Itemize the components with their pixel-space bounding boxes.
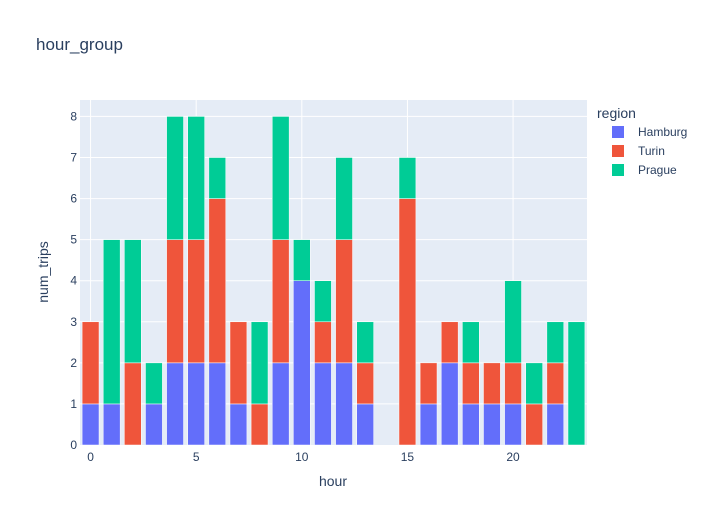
- legend-swatch: [612, 164, 624, 176]
- x-tick-label: 0: [87, 450, 94, 464]
- bar-turin[interactable]: [356, 362, 374, 405]
- legend[interactable]: region Hamburg Turin Prague: [597, 105, 687, 177]
- legend-item-turin[interactable]: Turin: [612, 144, 665, 158]
- x-axis-ticks: 0 5 10 15 20: [87, 450, 520, 464]
- bar-hamburg[interactable]: [462, 403, 480, 446]
- legend-swatch: [612, 145, 624, 157]
- bar-hamburg[interactable]: [504, 403, 522, 446]
- bar-hamburg[interactable]: [208, 362, 227, 446]
- bar-prague[interactable]: [525, 362, 543, 405]
- x-tick-label: 15: [401, 450, 415, 464]
- bar-turin[interactable]: [124, 362, 142, 446]
- bar-hamburg[interactable]: [145, 403, 163, 446]
- bar-turin[interactable]: [525, 403, 543, 446]
- bar-prague[interactable]: [335, 157, 353, 240]
- legend-item-hamburg[interactable]: Hamburg: [612, 125, 687, 139]
- bar-prague[interactable]: [398, 157, 417, 199]
- bar-turin[interactable]: [187, 239, 205, 364]
- bar-prague[interactable]: [102, 239, 121, 405]
- y-tick-label: 3: [70, 315, 77, 329]
- bar-hamburg[interactable]: [335, 362, 353, 446]
- bar-hamburg[interactable]: [440, 362, 459, 446]
- bar-prague[interactable]: [546, 321, 565, 364]
- legend-label: Turin: [638, 144, 665, 158]
- bar-turin[interactable]: [314, 321, 332, 364]
- x-tick-label: 5: [193, 450, 200, 464]
- y-axis-title: num_trips: [35, 241, 51, 302]
- bar-hamburg[interactable]: [546, 403, 565, 446]
- bar-prague[interactable]: [250, 321, 269, 405]
- bar-turin[interactable]: [271, 239, 290, 364]
- legend-swatch: [612, 126, 624, 138]
- bar-turin[interactable]: [398, 198, 417, 446]
- bar-hamburg[interactable]: [293, 280, 311, 446]
- y-tick-label: 6: [70, 192, 77, 206]
- y-tick-label: 1: [70, 397, 77, 411]
- bar-turin[interactable]: [504, 362, 522, 405]
- bar-prague[interactable]: [187, 116, 205, 240]
- bar-turin[interactable]: [208, 198, 227, 364]
- bar-hamburg[interactable]: [356, 403, 374, 446]
- legend-label: Hamburg: [638, 125, 687, 139]
- bar-turin[interactable]: [229, 321, 248, 405]
- bar-prague[interactable]: [271, 116, 290, 240]
- bar-turin[interactable]: [335, 239, 353, 364]
- chart-title: hour_group: [36, 35, 123, 54]
- bar-prague[interactable]: [567, 321, 586, 446]
- y-tick-label: 0: [70, 438, 77, 452]
- x-tick-label: 20: [506, 450, 520, 464]
- legend-item-prague[interactable]: Prague: [612, 163, 677, 177]
- bar-turin[interactable]: [546, 362, 565, 405]
- bar-prague[interactable]: [314, 280, 332, 323]
- y-axis-ticks: 0 1 2 3 4 5 6 7 8: [70, 109, 77, 452]
- y-tick-label: 7: [70, 151, 77, 165]
- bar-turin[interactable]: [81, 321, 100, 405]
- y-tick-label: 8: [70, 109, 77, 123]
- bar-hamburg[interactable]: [271, 362, 290, 446]
- bar-prague[interactable]: [124, 239, 142, 364]
- bar-turin[interactable]: [419, 362, 438, 405]
- bar-hamburg[interactable]: [166, 362, 184, 446]
- bar-hamburg[interactable]: [102, 403, 121, 446]
- bar-prague[interactable]: [356, 321, 374, 364]
- legend-title: region: [597, 105, 636, 121]
- bar-hamburg[interactable]: [187, 362, 205, 446]
- y-tick-label: 5: [70, 233, 77, 247]
- legend-label: Prague: [638, 163, 677, 177]
- x-axis-title: hour: [319, 473, 347, 489]
- bar-prague[interactable]: [145, 362, 163, 405]
- bar-turin[interactable]: [250, 403, 269, 446]
- bar-prague[interactable]: [504, 280, 522, 364]
- bar-prague[interactable]: [462, 321, 480, 364]
- bar-turin[interactable]: [483, 362, 501, 405]
- y-tick-label: 4: [70, 274, 77, 288]
- y-tick-label: 2: [70, 356, 77, 370]
- bar-turin[interactable]: [440, 321, 459, 364]
- bar-turin[interactable]: [462, 362, 480, 405]
- bars: [81, 116, 586, 446]
- bar-hamburg[interactable]: [81, 403, 100, 446]
- bar-prague[interactable]: [208, 157, 227, 199]
- bar-prague[interactable]: [293, 239, 311, 281]
- bar-hamburg[interactable]: [229, 403, 248, 446]
- x-tick-label: 10: [295, 450, 309, 464]
- bar-hamburg[interactable]: [483, 403, 501, 446]
- bar-turin[interactable]: [166, 239, 184, 364]
- bar-prague[interactable]: [166, 116, 184, 240]
- bar-hamburg[interactable]: [419, 403, 438, 446]
- bar-hamburg[interactable]: [314, 362, 332, 446]
